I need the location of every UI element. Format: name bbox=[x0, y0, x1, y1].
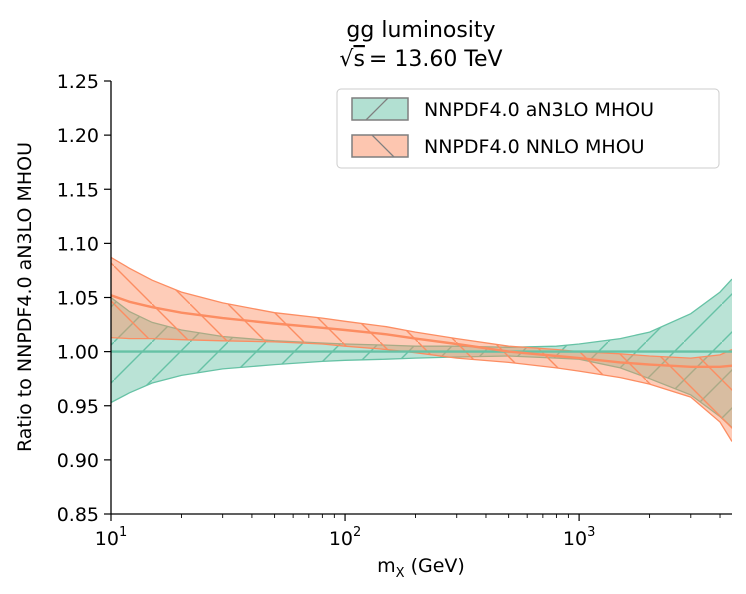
x-tick-base: 10 bbox=[329, 528, 353, 550]
x-tick-label: 103 bbox=[563, 525, 595, 550]
chart-title: gg luminosity bbox=[346, 18, 495, 43]
x-tick-label: 101 bbox=[95, 525, 127, 550]
legend-swatch-an3lo bbox=[351, 97, 409, 121]
subtitle-s: s bbox=[353, 47, 364, 72]
legend: NNPDF4.0 aN3LO MHOU NNPDF4.0 NNLO MHOU bbox=[336, 88, 720, 169]
x-tick-base: 10 bbox=[563, 528, 587, 550]
x-tick-label: 102 bbox=[329, 525, 361, 550]
y-tick-label: 1.25 bbox=[57, 71, 99, 93]
central-line-nnlo bbox=[111, 294, 732, 368]
legend-frame bbox=[336, 88, 720, 169]
band-hatch-nnlo bbox=[111, 257, 732, 442]
x-tick-exponent: 2 bbox=[353, 525, 361, 540]
x-axis-label-sub: X bbox=[396, 566, 405, 581]
legend-label-nnlo: NNPDF4.0 NNLO MHOU bbox=[424, 136, 645, 158]
subtitle-rest: = 13.60 TeV bbox=[369, 47, 503, 72]
legend-entry-an3lo: NNPDF4.0 aN3LO MHOU bbox=[351, 97, 654, 121]
legend-hatch-an3lo bbox=[365, 97, 389, 121]
y-tick-label: 0.85 bbox=[57, 504, 99, 526]
y-tick-label: 1.05 bbox=[57, 288, 99, 310]
x-tick-exponent: 3 bbox=[587, 525, 595, 540]
y-axis-label: Ratio to NNPDF4.0 aN3LO MHOU bbox=[14, 142, 36, 452]
chart-subtitle: √s = 13.60 TeV bbox=[339, 47, 502, 72]
y-tick-label: 0.95 bbox=[57, 396, 99, 418]
x-tick-base: 10 bbox=[95, 528, 119, 550]
subtitle-sqrt: √ bbox=[339, 47, 354, 72]
y-tick-label: 1.15 bbox=[57, 179, 99, 201]
x-axis-label: mX (GeV) bbox=[377, 555, 465, 581]
band-upper-edge-nnlo bbox=[111, 256, 732, 359]
legend-swatch-nnlo bbox=[351, 134, 409, 158]
legend-hatch-nnlo bbox=[371, 134, 395, 158]
x-tick-exponent: 1 bbox=[119, 525, 127, 540]
legend-label-an3lo: NNPDF4.0 aN3LO MHOU bbox=[424, 99, 654, 121]
x-ticks: 101 102 103 bbox=[95, 514, 721, 550]
y-tick-label: 0.90 bbox=[57, 450, 99, 472]
y-tick-label: 1.00 bbox=[57, 342, 99, 364]
y-ticks: 0.85 0.90 0.95 1.00 1.05 1.10 1.15 1.20 1.25 bbox=[57, 71, 111, 526]
x-axis-label-main: m bbox=[377, 555, 396, 577]
y-tick-label: 1.20 bbox=[57, 125, 99, 147]
legend-entry-nnlo: NNPDF4.0 NNLO MHOU bbox=[351, 134, 645, 158]
series-layer bbox=[111, 256, 732, 442]
y-tick-label: 1.10 bbox=[57, 233, 99, 255]
x-axis-label-unit: (GeV) bbox=[411, 555, 465, 577]
